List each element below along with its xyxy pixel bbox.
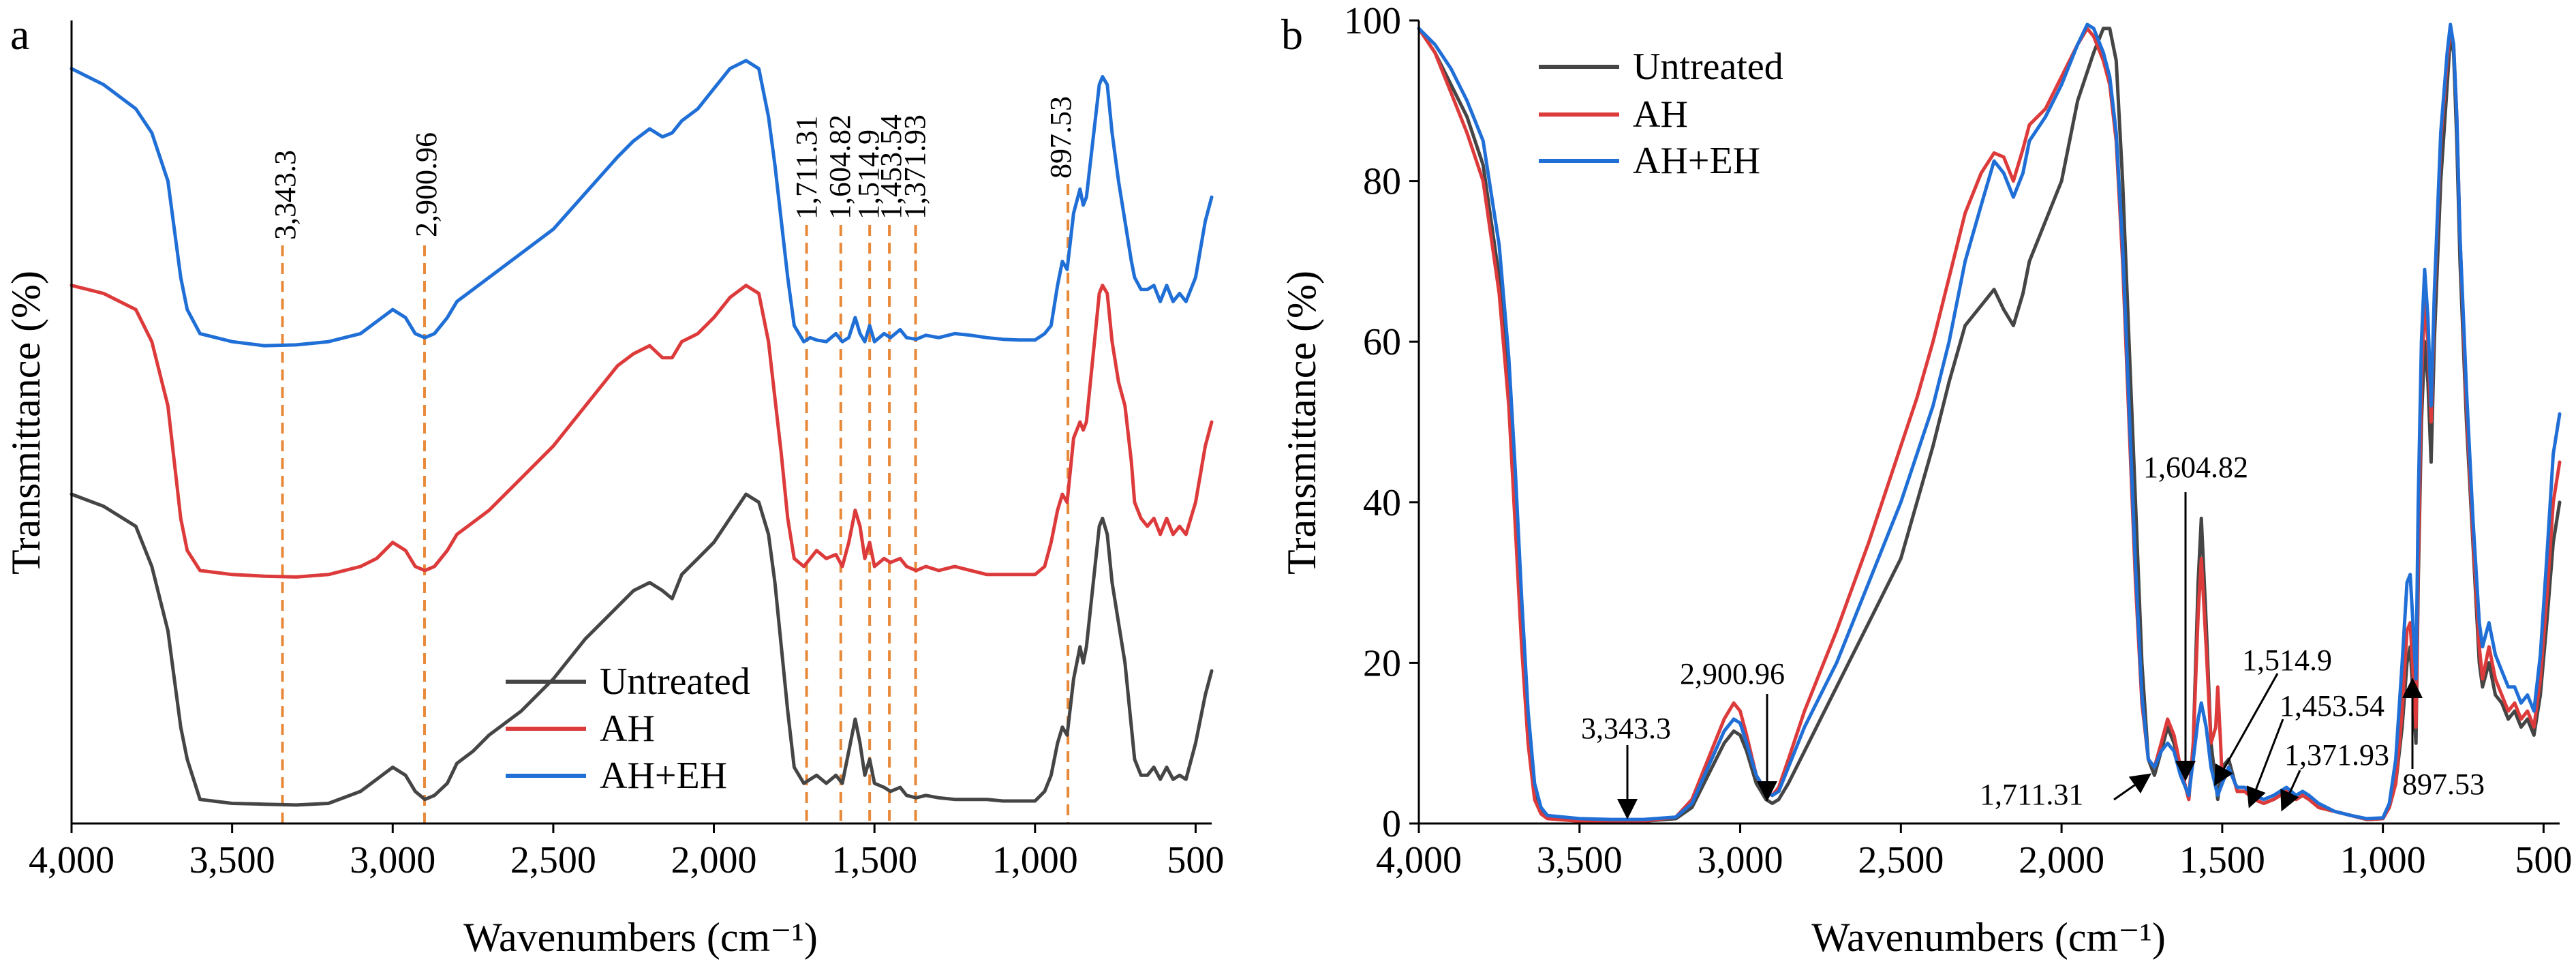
legend-label-aheh-b: AH+EH — [1633, 140, 1760, 182]
peak-label-a-1604: 1,604.82 — [823, 115, 857, 220]
series-a-untreated — [70, 492, 1214, 807]
peak-label-b-2900: 2,900.96 — [1680, 657, 1785, 691]
x-tick-label-b-4: 2,000 — [2019, 839, 2104, 881]
series-b-ah — [1417, 27, 2562, 823]
x-tick-label-a-2: 3,000 — [350, 839, 435, 881]
y-tick-label-b-0: 0 — [1382, 803, 1401, 845]
y-tick-label-b-5: 100 — [1344, 0, 1401, 42]
panel-b-legend: Untreated AH AH+EH — [1539, 46, 1783, 182]
peak-label-b-1514: 1,514.9 — [2242, 644, 2332, 677]
legend-label-aheh: AH+EH — [600, 755, 727, 797]
peak-label-a-1514: 1,514.9 — [852, 130, 885, 220]
legend-label-ah-b: AH — [1633, 93, 1688, 136]
y-tick-label-b-2: 40 — [1363, 482, 1401, 524]
panel-a-peak-guides — [281, 184, 1070, 823]
panel-a-x-ticks: 4,000 3,500 3,000 2,500 2,000 1,500 1,000 500 — [29, 823, 1224, 881]
peak-label-b-1711: 1,711.31 — [1980, 778, 2083, 811]
x-tick-label-a-0: 4,000 — [29, 839, 114, 881]
x-tick-label-b-0: 4,000 — [1376, 839, 1462, 881]
x-tick-label-b-2: 3,000 — [1698, 839, 1783, 881]
panel-a-plot-area — [70, 59, 1214, 807]
panel-a-y-axis-title: Transmittance (%) — [3, 271, 48, 575]
peak-label-b-1604: 1,604.82 — [2143, 451, 2248, 484]
arrow-1514 — [2214, 673, 2279, 787]
panel-a-axes — [70, 20, 1212, 825]
panel-b-x-ticks: 4,000 3,500 3,000 2,500 2,000 1,500 1,000 500 — [1376, 823, 2572, 881]
y-tick-label-b-1: 20 — [1363, 642, 1401, 684]
panel-a: a 4,000 3,500 3,000 2,500 2,000 1,500 1,000 500… — [3, 10, 1224, 960]
panel-a-x-axis-title: Wavenumbers (cm⁻¹) — [463, 915, 818, 960]
y-tick-label-b-4: 80 — [1363, 161, 1401, 203]
panel-a-letter: a — [10, 10, 29, 59]
peak-label-b-3343: 3,343.3 — [1581, 712, 1671, 745]
x-tick-label-b-5: 1,500 — [2179, 839, 2265, 881]
panel-b-y-ticks: 0 20 40 60 80 100 — [1344, 0, 1419, 845]
legend-label-untreated: Untreated — [600, 661, 750, 703]
x-tick-label-a-4: 2,000 — [671, 839, 757, 881]
series-a-ah — [70, 284, 1214, 579]
x-tick-label-b-1: 3,500 — [1537, 839, 1623, 881]
panel-b: b 4,000 3,500 3,000 2,500 2,000 1,500 1,000 500… — [1279, 0, 2572, 960]
peak-label-b-897: 897.53 — [2402, 768, 2485, 801]
series-b-untreated — [1417, 27, 2562, 823]
legend-label-untreated-b: Untreated — [1633, 46, 1783, 88]
peak-label-a-1371: 1,371.93 — [898, 115, 932, 220]
series-b-ah-eh — [1417, 22, 2562, 821]
x-tick-label-b-3: 2,500 — [1858, 839, 1944, 881]
series-a-ah-eh — [70, 59, 1214, 348]
panel-b-plot-area — [1417, 22, 2562, 823]
panel-b-axes — [1417, 20, 2560, 825]
peak-label-b-1371: 1,371.93 — [2284, 738, 2389, 772]
peak-label-a-3343: 3,343.3 — [269, 150, 302, 240]
arrow-1711 — [2113, 773, 2151, 801]
x-tick-label-a-1: 3,500 — [189, 839, 275, 881]
peak-label-a-897: 897.53 — [1044, 96, 1077, 179]
x-tick-label-a-6: 1,000 — [992, 839, 1078, 881]
peak-label-b-1453: 1,453.54 — [2280, 689, 2385, 723]
x-tick-label-a-3: 2,500 — [510, 839, 596, 881]
panel-b-letter: b — [1281, 10, 1303, 59]
peak-label-a-1453: 1,453.54 — [874, 115, 908, 220]
panel-a-legend: Untreated AH AH+EH — [506, 661, 750, 797]
arrow-1453 — [2246, 719, 2284, 808]
x-tick-label-b-6: 1,000 — [2340, 839, 2426, 881]
arrow-1371 — [2280, 770, 2301, 812]
legend-label-ah: AH — [600, 708, 655, 750]
x-tick-label-b-7: 500 — [2515, 839, 2572, 881]
peak-label-a-1711: 1,711.31 — [790, 116, 823, 220]
panel-b-y-axis-title: Transmittance (%) — [1279, 271, 1324, 575]
y-tick-label-b-3: 60 — [1363, 321, 1401, 363]
x-tick-label-a-7: 500 — [1167, 839, 1224, 881]
x-tick-label-a-5: 1,500 — [831, 839, 917, 881]
peak-label-a-2900: 2,900.96 — [410, 132, 443, 237]
panel-b-x-axis-title: Wavenumbers (cm⁻¹) — [1811, 915, 2166, 960]
